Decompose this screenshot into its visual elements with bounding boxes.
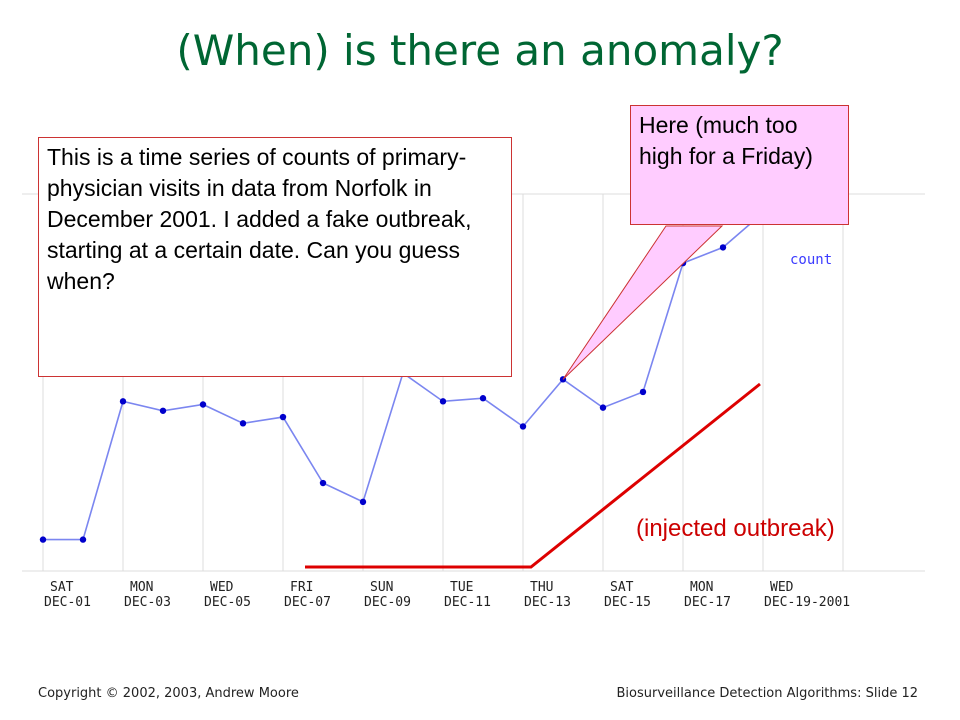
- tick-label-date: DEC-11: [444, 595, 491, 610]
- data-point: [79, 536, 87, 543]
- tick-label-date: DEC-03: [124, 595, 171, 610]
- tick-label-date: DEC-09: [364, 595, 411, 610]
- tick-label-day: MON: [130, 580, 153, 595]
- data-point: [319, 479, 327, 487]
- tick-label-date: DEC-17: [684, 595, 731, 610]
- tick-label-day: SAT: [610, 580, 634, 595]
- data-point: [39, 536, 47, 543]
- tick-label-day: FRI: [290, 580, 313, 595]
- tick-label-day: THU: [530, 580, 553, 595]
- data-point: [639, 388, 647, 396]
- data-point: [599, 404, 607, 411]
- data-point: [359, 498, 367, 506]
- tick-label-day: WED: [770, 580, 794, 595]
- data-point: [519, 423, 527, 430]
- tick-label-date: DEC-05: [204, 595, 251, 610]
- tick-label-day: WED: [210, 580, 234, 595]
- description-box: This is a time series of counts of prima…: [38, 137, 512, 377]
- slide-title: (When) is there an anomaly?: [176, 26, 784, 75]
- tick-label-day: MON: [690, 580, 713, 595]
- data-point: [199, 401, 207, 408]
- tick-label-day: TUE: [450, 580, 473, 595]
- data-point: [479, 395, 487, 402]
- anomaly-callout: Here (much too high for a Friday): [630, 105, 849, 225]
- tick-label-day: SAT: [50, 580, 74, 595]
- tick-label-date: DEC-01: [44, 595, 91, 610]
- callout-pointer: [562, 225, 724, 380]
- data-point: [159, 407, 167, 414]
- data-point: [239, 420, 247, 427]
- tick-label-date: DEC-15: [604, 595, 651, 610]
- outbreak-line: [305, 382, 761, 569]
- tick-label-day: SUN: [370, 580, 393, 595]
- legend-count: count: [790, 252, 832, 268]
- data-point: [439, 398, 447, 405]
- outbreak-label: (injected outbreak): [636, 515, 835, 542]
- data-point: [119, 398, 127, 405]
- tick-label-date: DEC-19-2001: [764, 595, 850, 610]
- footer-copyright: Copyright © 2002, 2003, Andrew Moore: [38, 686, 299, 701]
- footer-slide-info: Biosurveillance Detection Algorithms: Sl…: [616, 686, 919, 701]
- data-point: [279, 413, 287, 421]
- data-point: [719, 244, 727, 251]
- tick-label-date: DEC-07: [284, 595, 331, 610]
- tick-label-date: DEC-13: [524, 595, 571, 610]
